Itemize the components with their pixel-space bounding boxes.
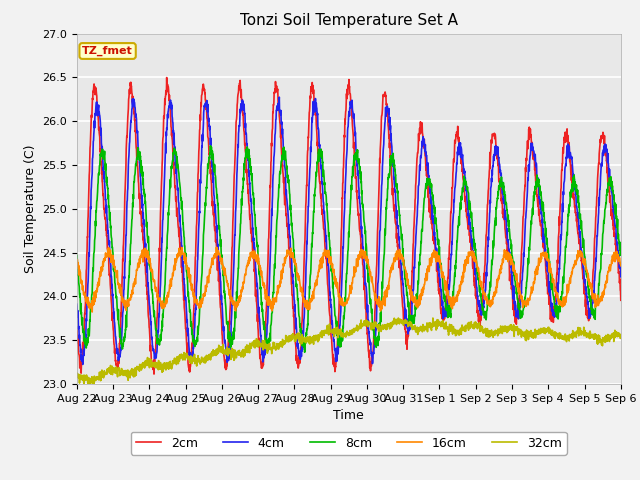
4cm [379, 153, 387, 158]
32cm [567, 335, 575, 340]
32cm [482, 325, 490, 331]
Line: 4cm: 4cm [77, 97, 621, 364]
16cm [567, 273, 575, 278]
16cm [379, 296, 387, 301]
16cm [212, 244, 220, 250]
8cm [207, 143, 214, 149]
16cm [617, 263, 625, 269]
4cm [482, 288, 490, 293]
2cm [551, 298, 559, 303]
16cm [551, 287, 559, 293]
16cm [322, 248, 330, 254]
32cm [617, 332, 625, 337]
Y-axis label: Soil Temperature (C): Soil Temperature (C) [24, 144, 36, 273]
Title: Tonzi Soil Temperature Set A: Tonzi Soil Temperature Set A [240, 13, 458, 28]
32cm [379, 324, 387, 330]
8cm [617, 249, 625, 254]
16cm [482, 292, 490, 298]
8cm [379, 273, 387, 278]
2cm [567, 172, 575, 178]
4cm [322, 228, 330, 234]
16cm [88, 309, 96, 315]
4cm [551, 305, 559, 311]
Line: 8cm: 8cm [77, 146, 621, 352]
32cm [429, 315, 436, 321]
8cm [551, 309, 559, 314]
32cm [617, 336, 625, 341]
16cm [73, 258, 81, 264]
8cm [73, 257, 81, 263]
32cm [73, 371, 81, 376]
8cm [617, 252, 625, 258]
2cm [163, 75, 170, 81]
2cm [482, 246, 490, 252]
Line: 16cm: 16cm [77, 247, 621, 312]
2cm [617, 288, 625, 294]
4cm [617, 274, 625, 280]
4cm [275, 94, 283, 100]
8cm [482, 309, 490, 315]
4cm [617, 268, 625, 274]
4cm [567, 154, 575, 159]
32cm [89, 384, 97, 389]
2cm [322, 250, 330, 255]
Text: TZ_fmet: TZ_fmet [82, 46, 133, 56]
2cm [379, 94, 387, 100]
32cm [321, 330, 329, 336]
2cm [150, 371, 158, 377]
32cm [551, 336, 559, 341]
Line: 32cm: 32cm [77, 318, 621, 386]
8cm [322, 189, 330, 195]
Line: 2cm: 2cm [77, 78, 621, 374]
2cm [73, 326, 81, 332]
8cm [301, 349, 308, 355]
4cm [73, 301, 81, 307]
X-axis label: Time: Time [333, 409, 364, 422]
2cm [617, 298, 625, 303]
8cm [567, 194, 575, 200]
4cm [79, 361, 86, 367]
16cm [617, 261, 625, 266]
Legend: 2cm, 4cm, 8cm, 16cm, 32cm: 2cm, 4cm, 8cm, 16cm, 32cm [131, 432, 567, 455]
